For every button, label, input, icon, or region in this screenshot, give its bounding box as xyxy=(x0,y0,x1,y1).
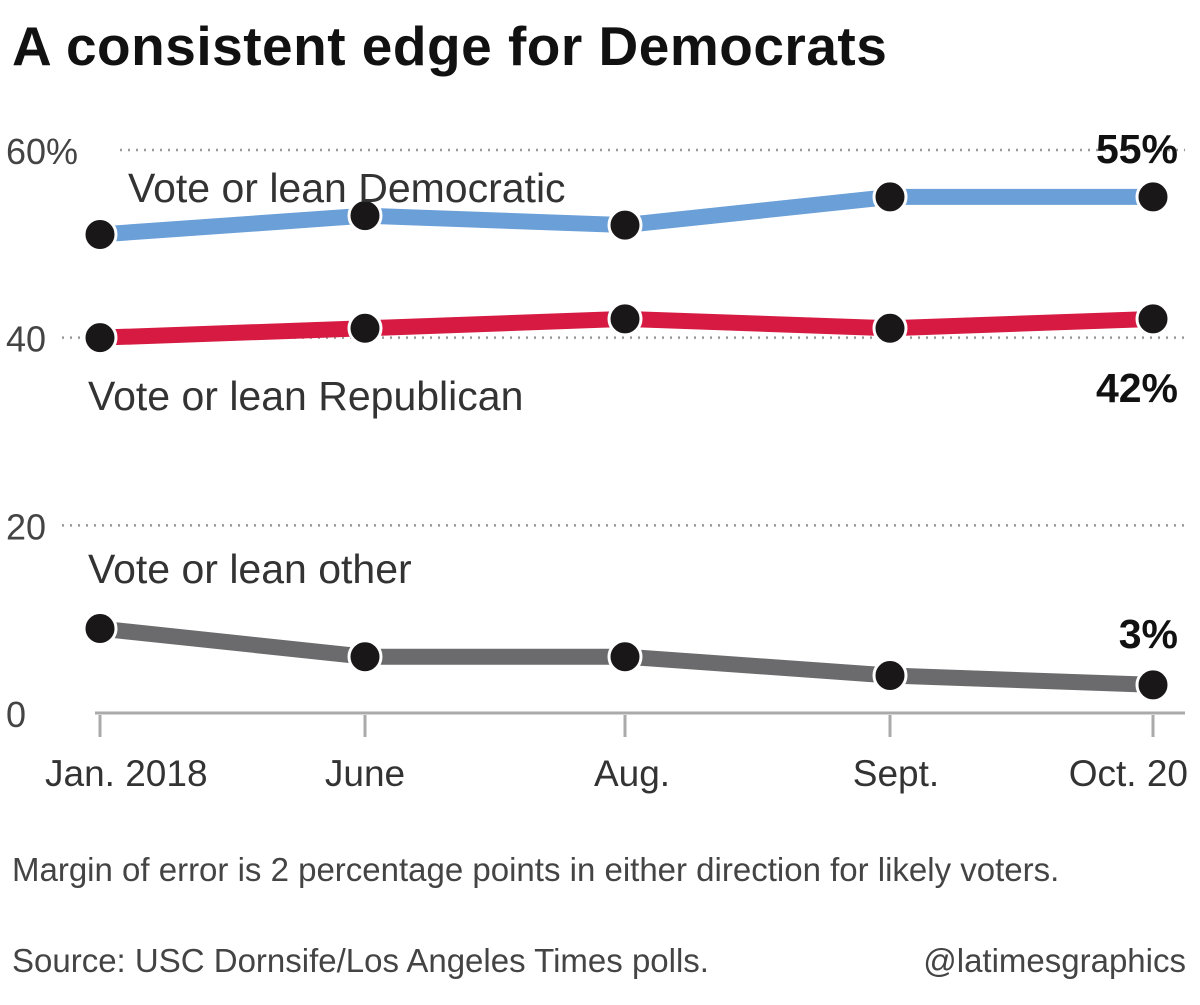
series-layer xyxy=(82,179,1171,703)
series-end-value-label: 3% xyxy=(1119,611,1178,657)
series-point-2 xyxy=(607,639,643,675)
series-name-label: Vote or lean other xyxy=(88,546,412,592)
series-point-2 xyxy=(1135,667,1171,703)
series-end-value-label: 55% xyxy=(1096,126,1178,172)
series-point-2 xyxy=(82,611,118,647)
margin-of-error-note: Margin of error is 2 percentage points i… xyxy=(12,851,1060,888)
series-point-0 xyxy=(1135,179,1171,215)
x-tick-label: Aug. xyxy=(594,753,670,794)
x-tick-label: Jan. 2018 xyxy=(45,753,208,794)
series-point-0 xyxy=(607,207,643,243)
y-tick-label: 0 xyxy=(6,694,26,735)
series-point-0 xyxy=(347,198,383,234)
x-tick-label: June xyxy=(325,753,405,794)
y-tick-label: 20 xyxy=(6,506,46,547)
series-name-label: Vote or lean Democratic xyxy=(128,165,566,211)
series-point-1 xyxy=(1135,301,1171,337)
chart-title: A consistent edge for Democrats xyxy=(12,15,888,77)
series-point-1 xyxy=(607,301,643,337)
series-name-label: Vote or lean Republican xyxy=(88,373,523,419)
series-point-1 xyxy=(347,310,383,346)
y-tick-label: 40 xyxy=(6,319,46,360)
x-tick-label: Oct. 20 xyxy=(1069,753,1188,794)
series-point-2 xyxy=(347,639,383,675)
x-tick-label: Sept. xyxy=(853,753,939,794)
series-point-1 xyxy=(82,320,118,356)
series-point-2 xyxy=(872,657,908,693)
series-end-value-label: 42% xyxy=(1096,365,1178,411)
grid-layer xyxy=(62,148,1185,527)
series-point-0 xyxy=(82,216,118,252)
series-point-0 xyxy=(872,179,908,215)
source-credit: Source: USC Dornsife/Los Angeles Times p… xyxy=(12,942,709,979)
label-layer: 60% 40 20 0 Jan. 2018 June Aug. Sept. Oct. 20 Vot… xyxy=(6,126,1188,794)
series-point-1 xyxy=(872,310,908,346)
y-tick-label: 60% xyxy=(6,131,78,172)
axis-layer xyxy=(95,711,1185,737)
line-chart: 60% 40 20 0 Jan. 2018 June Aug. Sept. Oct. 20 Vot… xyxy=(6,126,1188,794)
graphics-credit: @latimesgraphics xyxy=(923,942,1186,979)
